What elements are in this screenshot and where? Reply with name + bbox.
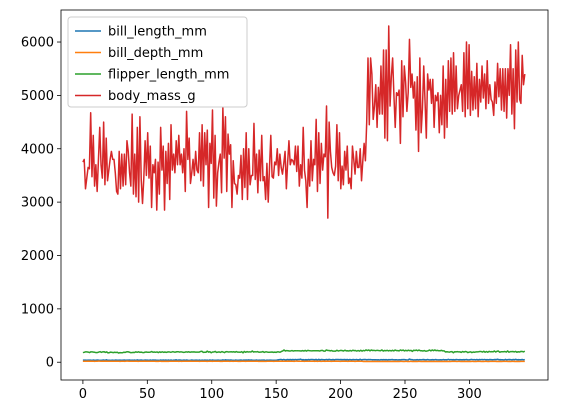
legend-label-bill_length_mm: bill_length_mm: [108, 25, 207, 40]
y-tick-label: 2000: [21, 249, 54, 264]
x-tick-label: 300: [457, 387, 482, 402]
series-line-body_mass_g: [82, 25, 526, 219]
y-tick-label: 1000: [21, 302, 54, 317]
x-tick-label: 100: [199, 387, 224, 402]
x-tick-label: 200: [328, 387, 353, 402]
plot-area-frame: [60, 9, 549, 381]
series-layer: [82, 25, 526, 363]
y-tick-label: 3000: [21, 196, 54, 211]
y-tick-label: 5000: [21, 89, 54, 104]
legend-box: [67, 16, 248, 108]
y-tick-label: 6000: [21, 36, 54, 51]
y-tick-label: 4000: [21, 142, 54, 157]
x-tick-label: 250: [393, 387, 418, 402]
legend-label-flipper_length_mm: flipper_length_mm: [108, 68, 229, 83]
x-tick-label: 50: [139, 387, 156, 402]
x-axis: 0 50 100 150 200 250 300: [79, 380, 482, 402]
y-tick-label: 0: [46, 356, 54, 371]
x-tick-label: 150: [264, 387, 289, 402]
legend-label-bill_depth_mm: bill_depth_mm: [108, 46, 203, 61]
x-tick-label: 0: [79, 387, 87, 402]
legend: bill_length_mm bill_depth_mm flipper_lengt…: [67, 16, 248, 108]
series-line-bill_length_mm: [82, 358, 525, 362]
y-axis: 0 1000 2000 3000 4000 5000 6000: [21, 36, 61, 371]
series-line-flipper_length_mm: [82, 349, 526, 354]
legend-label-body_mass_g: body_mass_g: [108, 89, 196, 104]
